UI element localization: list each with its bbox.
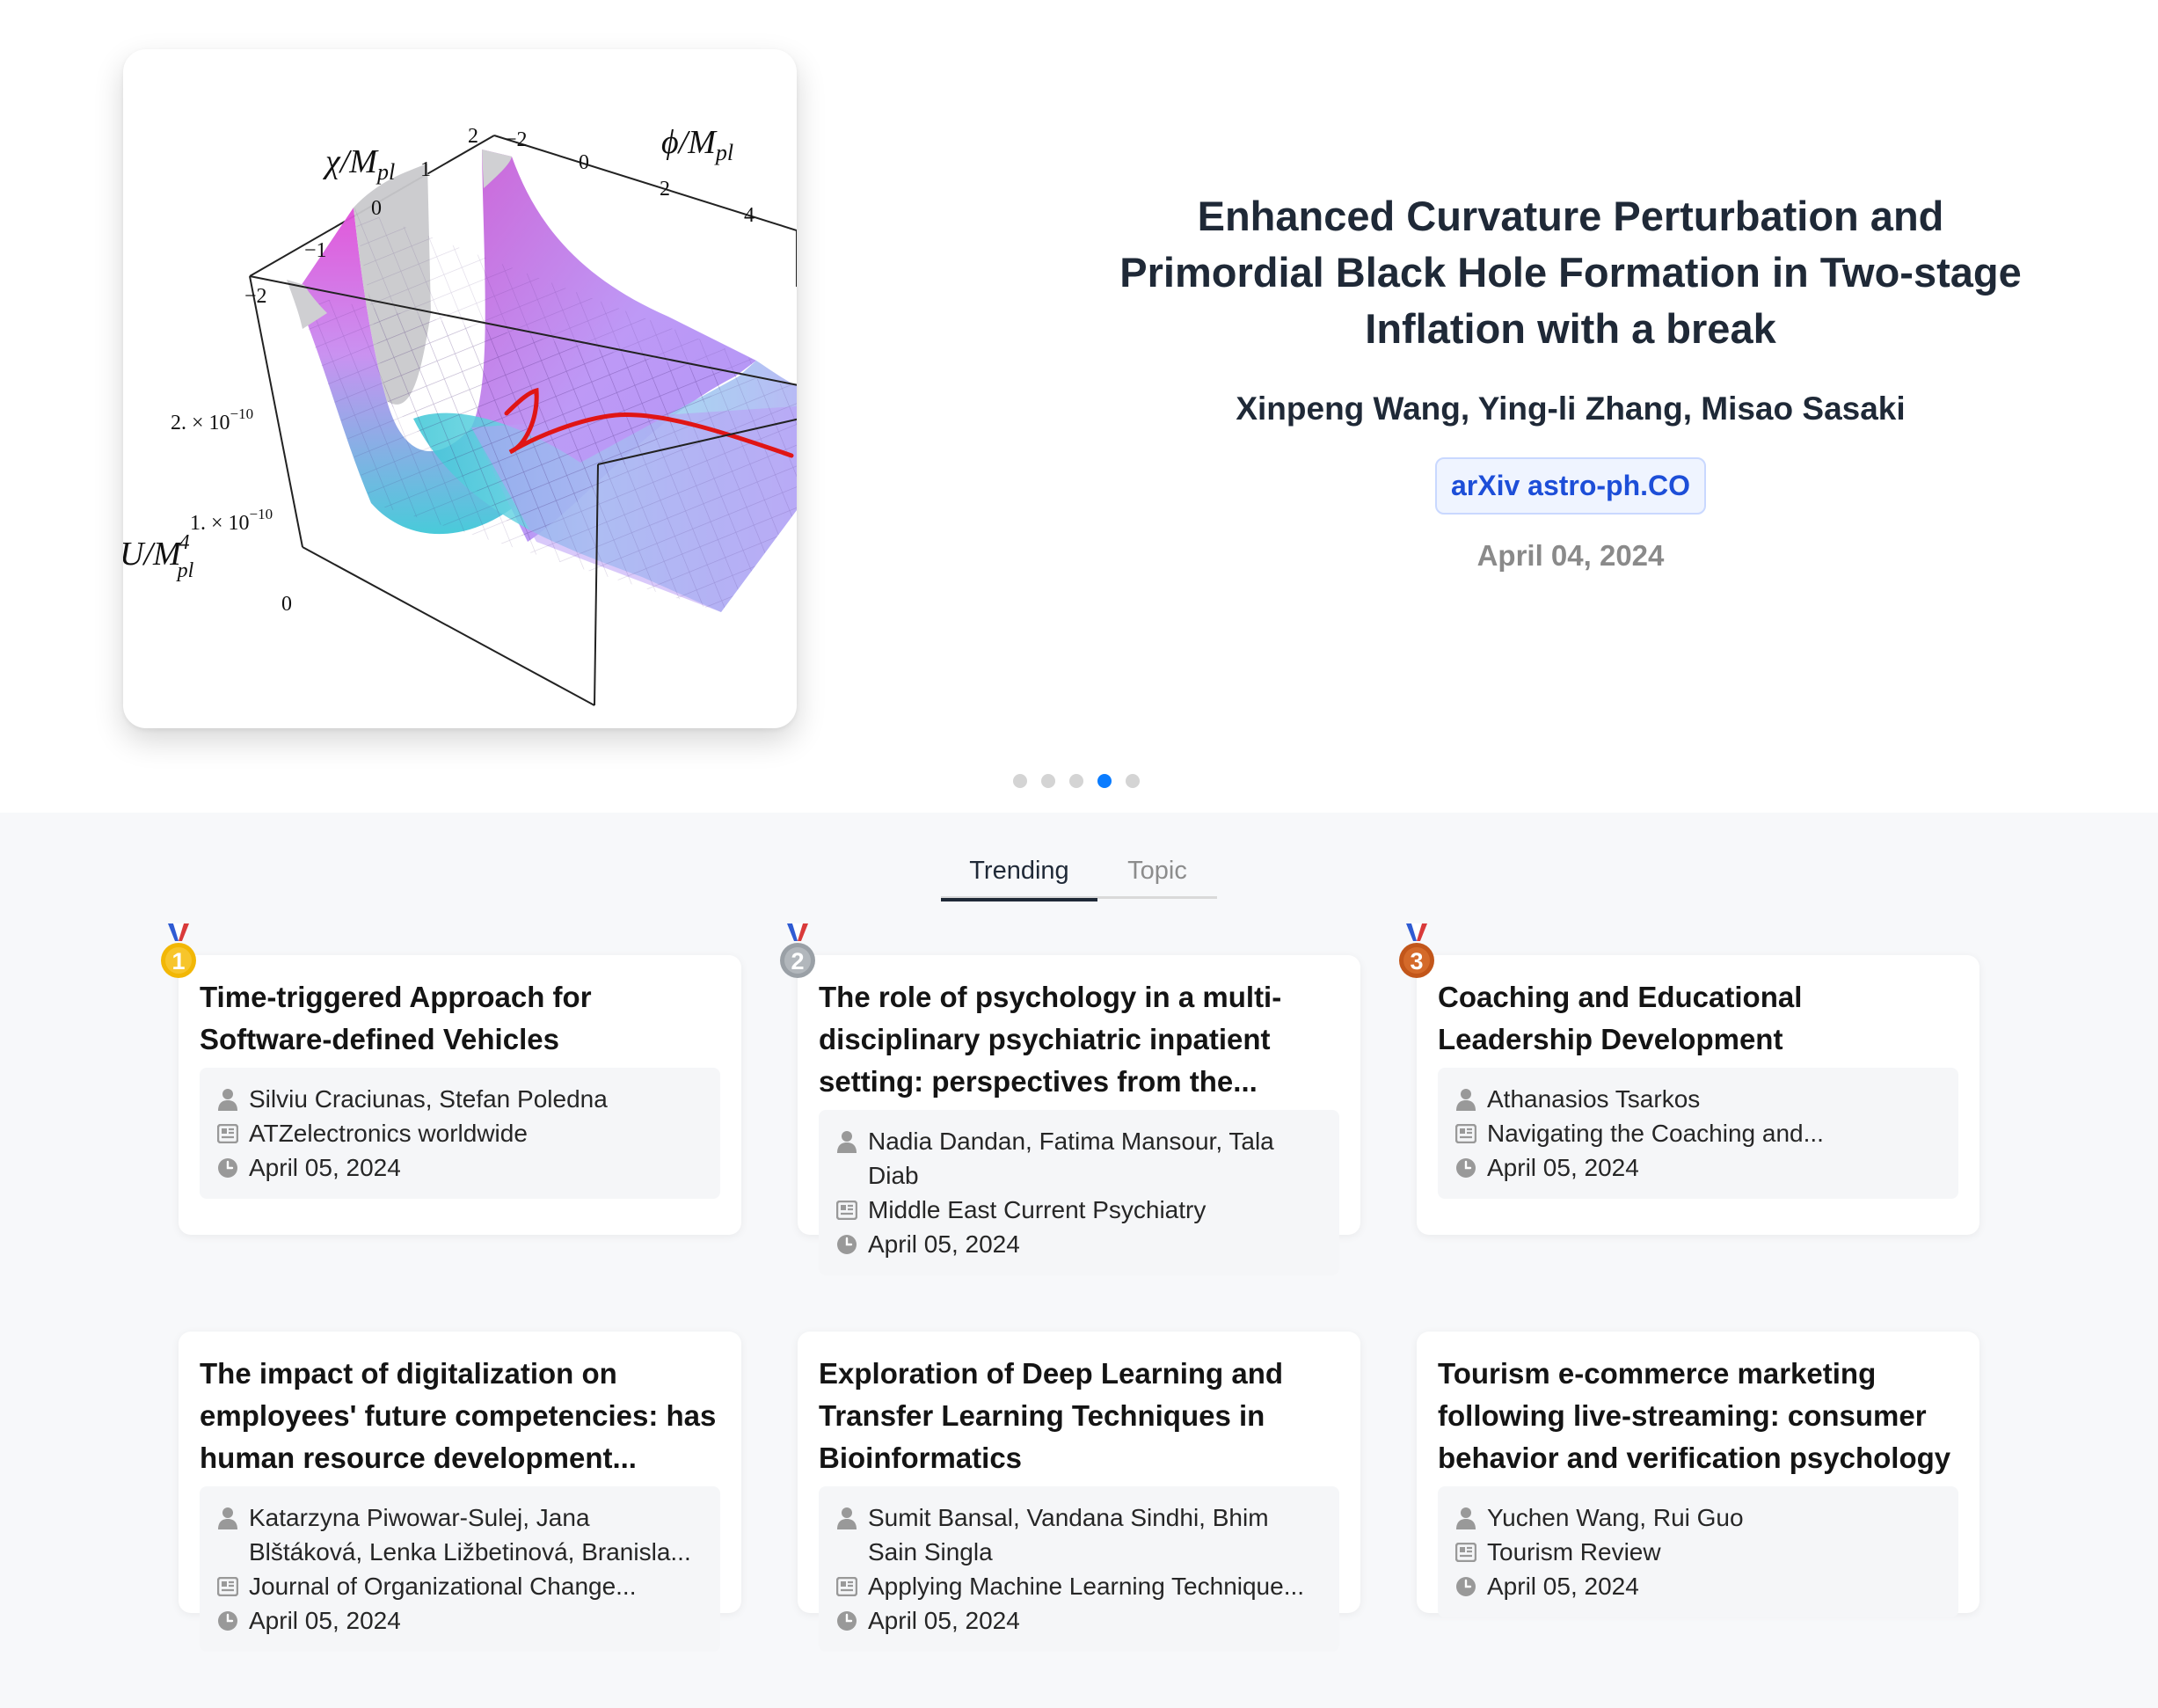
svg-text:ϕ/Mpl: ϕ/Mpl [661, 124, 733, 165]
svg-text:2: 2 [468, 125, 478, 148]
person-icon [1454, 1500, 1478, 1535]
svg-text:1: 1 [171, 948, 185, 974]
svg-text:2: 2 [660, 178, 670, 201]
svg-text:4: 4 [744, 204, 755, 227]
paper-meta: Athanasios Tsarkos Navigating the Coachi… [1438, 1068, 1958, 1199]
person-icon [835, 1500, 859, 1535]
carousel-dot-4[interactable] [1097, 774, 1112, 788]
clock-icon [1454, 1150, 1478, 1185]
paper-authors: Sumit Bansal, Vandana Sindhi, Bhim Sain … [868, 1504, 1269, 1566]
silver-medal-icon: 2 [780, 923, 815, 978]
carousel-indicators [1013, 774, 1140, 788]
featured-carousel: χ/Mpl ϕ/Mpl U/M4 pl 2 1 0 −1 −2 −2 0 2 4 … [0, 0, 2158, 813]
paper-authors: Silviu Craciunas, Stefan Poledna [249, 1085, 608, 1113]
person-icon [215, 1500, 240, 1535]
paper-venue: Applying Machine Learning Technique... [868, 1573, 1305, 1600]
tab-trending[interactable]: Trending [941, 851, 1097, 901]
svg-text:0: 0 [371, 197, 382, 220]
svg-text:3: 3 [1410, 948, 1423, 974]
clock-icon [215, 1150, 240, 1185]
newspaper-icon [1454, 1535, 1478, 1569]
clock-icon [1454, 1569, 1478, 1603]
carousel-dot-1[interactable] [1013, 774, 1027, 788]
paper-venue: Middle East Current Psychiatry [868, 1196, 1207, 1223]
paper-date: April 05, 2024 [249, 1607, 401, 1634]
featured-paper-figure[interactable]: χ/Mpl ϕ/Mpl U/M4 pl 2 1 0 −1 −2 −2 0 2 4 … [123, 49, 797, 728]
featured-paper-authors: Xinpeng Wang, Ying-li Zhang, Misao Sasak… [1236, 391, 1906, 427]
paper-authors: Yuchen Wang, Rui Guo [1487, 1504, 1744, 1531]
svg-text:−2: −2 [244, 285, 267, 308]
svg-text:1. × 10−10: 1. × 10−10 [190, 506, 273, 535]
featured-paper-date: April 04, 2024 [1476, 539, 1665, 572]
svg-text:−1: −1 [304, 239, 327, 262]
person-icon [835, 1124, 859, 1158]
newspaper-icon [1454, 1116, 1478, 1150]
newspaper-icon [215, 1569, 240, 1603]
paper-title: Exploration of Deep Learning and Transfe… [819, 1357, 1284, 1474]
person-icon [215, 1082, 240, 1116]
paper-date: April 05, 2024 [868, 1230, 1020, 1258]
paper-feed: Trending Topic Time-triggered Approach f… [0, 813, 2158, 1708]
inflaton-trajectory [504, 387, 794, 458]
gold-medal-icon: 1 [161, 923, 196, 978]
carousel-dot-5[interactable] [1126, 774, 1140, 788]
paper-title: Coaching and Educational Leadership Deve… [1438, 981, 1803, 1055]
svg-text:2: 2 [791, 948, 804, 974]
clock-icon [835, 1227, 859, 1261]
svg-text:χ/Mpl: χ/Mpl [322, 143, 395, 185]
svg-text:1: 1 [420, 158, 431, 181]
svg-text:0: 0 [579, 151, 589, 174]
paper-venue: Tourism Review [1487, 1538, 1661, 1566]
category-badge[interactable]: arXiv astro-ph.CO [1434, 457, 1707, 515]
plot-box-front [249, 230, 797, 706]
bronze-medal-icon: 3 [1399, 923, 1434, 978]
paper-card[interactable]: The impact of digitalization on employee… [179, 1332, 741, 1652]
paper-meta: Nadia Dandan, Fatima Mansour, Tala Diab … [819, 1110, 1339, 1275]
svg-text:−2: −2 [505, 128, 528, 151]
clock-icon [215, 1603, 240, 1638]
paper-card[interactable]: Coaching and Educational Leadership Deve… [1417, 955, 1979, 1235]
paper-date: April 05, 2024 [868, 1607, 1020, 1634]
paper-date: April 05, 2024 [1487, 1154, 1639, 1181]
newspaper-icon [835, 1569, 859, 1603]
paper-venue: Navigating the Coaching and... [1487, 1120, 1824, 1147]
person-icon [1454, 1082, 1478, 1116]
newspaper-icon [835, 1193, 859, 1227]
paper-date: April 05, 2024 [1487, 1573, 1639, 1600]
paper-card[interactable]: The role of psychology in a multi-discip… [798, 955, 1360, 1275]
paper-meta: Yuchen Wang, Rui Guo Tourism Review Apri… [1438, 1486, 1958, 1617]
clock-icon [835, 1603, 859, 1638]
paper-venue: ATZelectronics worldwide [249, 1120, 528, 1147]
potential-surface [287, 150, 797, 612]
feed-tabs: Trending Topic [941, 851, 1217, 901]
newspaper-icon [215, 1116, 240, 1150]
paper-authors: Katarzyna Piwowar-Sulej, Jana Blštáková,… [249, 1504, 691, 1566]
svg-text:2. × 10−10: 2. × 10−10 [171, 405, 253, 434]
paper-card[interactable]: Exploration of Deep Learning and Transfe… [798, 1332, 1360, 1652]
paper-authors: Nadia Dandan, Fatima Mansour, Tala Diab [868, 1128, 1274, 1189]
paper-title: Tourism e-commerce marketing following l… [1438, 1357, 1951, 1474]
paper-meta: Katarzyna Piwowar-Sulej, Jana Blštáková,… [200, 1486, 720, 1652]
paper-card[interactable]: Time-triggered Approach for Software-def… [179, 955, 741, 1235]
carousel-dot-2[interactable] [1041, 774, 1055, 788]
paper-venue: Journal of Organizational Change... [249, 1573, 637, 1600]
paper-title: The impact of digitalization on employee… [200, 1357, 717, 1474]
svg-text:0: 0 [281, 593, 292, 616]
paper-title: Time-triggered Approach for Software-def… [200, 981, 592, 1055]
paper-meta: Sumit Bansal, Vandana Sindhi, Bhim Sain … [819, 1486, 1339, 1652]
paper-title: The role of psychology in a multi-discip… [819, 981, 1282, 1098]
paper-authors: Athanasios Tsarkos [1487, 1085, 1701, 1113]
paper-meta: Silviu Craciunas, Stefan Poledna ATZelec… [200, 1068, 720, 1199]
paper-card[interactable]: Tourism e-commerce marketing following l… [1417, 1332, 1979, 1617]
featured-paper-info: Enhanced Curvature Perturbation and Prim… [1090, 188, 2051, 573]
tab-topic[interactable]: Topic [1127, 857, 1187, 885]
paper-date: April 05, 2024 [249, 1154, 401, 1181]
axis-labels: χ/Mpl ϕ/Mpl U/M4 pl 2 1 0 −1 −2 −2 0 2 4 … [123, 124, 755, 616]
featured-paper-title[interactable]: Enhanced Curvature Perturbation and Prim… [1119, 193, 2022, 352]
carousel-dot-3[interactable] [1069, 774, 1083, 788]
